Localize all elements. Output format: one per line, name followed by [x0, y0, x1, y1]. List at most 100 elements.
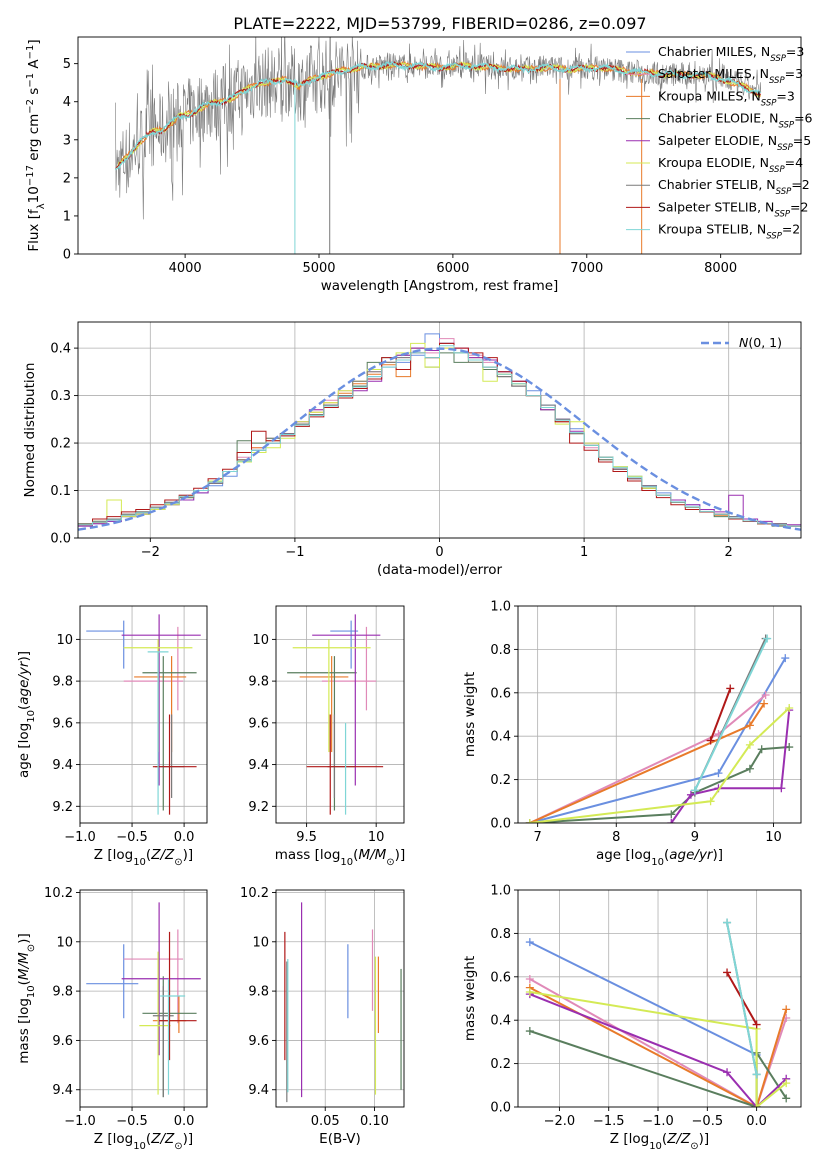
legend-entry: Kroupa MILES, NSSP=3: [658, 88, 795, 108]
weight-marker: [752, 1070, 761, 1079]
weight-marker: [714, 769, 723, 778]
age_vs_mass-panel: 9.5 10 9.2 9.4 9.6 9.8 10 mass [log10(M/M⊙)]: [248, 605, 405, 868]
axes-frame: [275, 889, 405, 1108]
age_vs_Z-panel: −1.0 −0.5 0.0 9.2 9.4 9.6 9.8 10 Z [log10(Z/Z⊙)]…: [16, 605, 208, 868]
x-tick-label: 9.5: [296, 830, 317, 845]
weight-marker: [781, 654, 790, 663]
y-axis-label: age [log10(age/yr)]: [16, 651, 37, 778]
x-axis-label: age [log10(age/yr)]: [596, 847, 723, 868]
y-tick-label: 9.6: [248, 1034, 269, 1049]
x-axis-label: mass [log10(M/M⊙)]: [275, 847, 405, 868]
y-tick-label: 9.2: [52, 800, 73, 815]
x-tick-label: −2: [141, 545, 160, 560]
panels: 4000 5000 6000 7000 8000 0 1 2 3 4 5 wavelength [An…: [16, 36, 813, 1152]
legend-entry: Chabrier ELODIE, NSSP=6: [658, 111, 813, 131]
legend-entry: Chabrier MILES, NSSP=3: [658, 44, 804, 64]
x-tick-label: −1.5: [593, 1114, 625, 1129]
y-axis-label: mass weight: [462, 956, 478, 1041]
axes-frame: [517, 889, 802, 1108]
weight-line-salpeter_miles: [529, 978, 788, 1107]
y-tick-label: 9.6: [52, 716, 73, 731]
x-tick-label: 0.0: [174, 830, 195, 845]
x-tick-label: 8000: [704, 261, 737, 276]
y-tick-label: 9.8: [248, 675, 269, 690]
y-tick-label: 5: [63, 57, 71, 72]
y-tick-label: 9.8: [52, 985, 73, 1000]
weight-marker: [745, 740, 754, 749]
legend-entry: Salpeter STELIB, NSSP=2: [658, 199, 808, 219]
y-tick-label: 0.1: [50, 484, 71, 499]
weight-marker: [757, 745, 766, 754]
weight-marker: [667, 819, 676, 823]
mass_weight_vs_Z-plot-area: [525, 918, 791, 1107]
weight-marker: [763, 634, 772, 643]
weight-marker: [723, 1068, 732, 1077]
y-tick-label: 0.8: [490, 643, 511, 658]
x-tick-label: −1.0: [64, 1114, 96, 1129]
spectrum-panel: 4000 5000 6000 7000 8000 0 1 2 3 4 5 wavelength [An…: [25, 36, 813, 294]
y-tick-label: 2: [63, 171, 71, 186]
x-tick-label: 0: [435, 545, 443, 560]
y-tick-label: 10.2: [44, 886, 73, 901]
y-tick-label: 4: [63, 95, 71, 110]
weight-marker: [745, 721, 754, 730]
weight-marker: [525, 819, 534, 823]
y-tick-label: 0.2: [50, 437, 71, 452]
weight-marker: [686, 790, 695, 799]
y-tick-label: 10: [252, 633, 269, 648]
y-tick-label: 0.2: [490, 1057, 511, 1072]
mass_weight_vs_Z-panel: −2.0 −1.5 −1.0 −0.5 0.0 0.0 0.2 0.4 0.6 0.8 1.0 Z […: [462, 884, 802, 1152]
figure-title: PLATE=2222, MJD=53799, FIBERID=0286, z=0…: [233, 14, 646, 33]
y-tick-label: 0.3: [50, 389, 71, 404]
weight-marker: [667, 810, 676, 819]
y-tick-label: 1: [63, 209, 71, 224]
data-spectrum: [115, 37, 762, 220]
mass_weight_vs_age-panel: 7 8 9 10 0.0 0.2 0.4 0.6 0.8 1.0 age [log10(age/yr…: [462, 600, 802, 868]
x-axis-label: Z [log10(Z/Z⊙)]: [610, 1131, 709, 1152]
model-spectrum-kroupa_miles: [115, 60, 762, 170]
x-axis-label: Z [log10(Z/Z⊙)]: [94, 847, 193, 868]
mass_vs_ebv-plot-area: [284, 902, 402, 1103]
y-tick-label: 0.8: [490, 927, 511, 942]
y-axis-label: mass [log10(M/M⊙)]: [16, 933, 37, 1063]
y-tick-label: 1.0: [490, 884, 511, 899]
y-tick-label: 9.8: [248, 985, 269, 1000]
weight-line-kroupa_miles: [529, 986, 788, 1107]
weight-marker: [752, 1103, 761, 1107]
x-tick-label: 0.10: [360, 1114, 389, 1129]
age_vs_Z-plot-area: [86, 614, 201, 815]
x-tick-label: −2.0: [544, 1114, 576, 1129]
x-tick-label: 0.05: [311, 1114, 340, 1129]
x-tick-label: 4000: [169, 261, 202, 276]
weight-line-salpeter_elodie: [529, 993, 787, 1107]
weight-marker: [782, 1005, 791, 1014]
x-tick-label: 5000: [302, 261, 335, 276]
weight-marker: [723, 968, 732, 977]
y-tick-label: 0.0: [490, 817, 511, 832]
residuals-plot-area: [78, 333, 801, 538]
weight-marker: [782, 1094, 791, 1103]
y-tick-label: 0.0: [490, 1101, 511, 1116]
weight-marker: [760, 699, 769, 708]
y-axis-label: Normed distribution: [22, 363, 38, 498]
x-tick-label: −1.0: [642, 1114, 674, 1129]
axes-frame: [79, 889, 208, 1108]
weight-marker: [785, 703, 794, 712]
x-tick-label: −0.5: [692, 1114, 724, 1129]
age_vs_mass-plot-area: [287, 614, 384, 815]
legend-entry: Salpeter ELODIE, NSSP=5: [658, 133, 811, 153]
weight-marker: [525, 974, 534, 983]
x-tick-label: 10: [368, 830, 385, 845]
y-tick-label: 0: [63, 248, 71, 263]
x-tick-label: 0.0: [746, 1114, 767, 1129]
weight-marker: [706, 797, 715, 806]
x-axis-label: Z [log10(Z/Z⊙)]: [94, 1131, 193, 1152]
legend-entry: Salpeter MILES, NSSP=3: [658, 66, 803, 86]
weight-marker: [726, 684, 735, 693]
legend-entry: Chabrier STELIB, NSSP=2: [658, 177, 810, 197]
y-tick-label: 1.0: [490, 600, 511, 615]
weight-marker: [690, 786, 699, 795]
x-tick-label: −1.0: [64, 830, 96, 845]
x-tick-label: 8: [612, 830, 620, 845]
